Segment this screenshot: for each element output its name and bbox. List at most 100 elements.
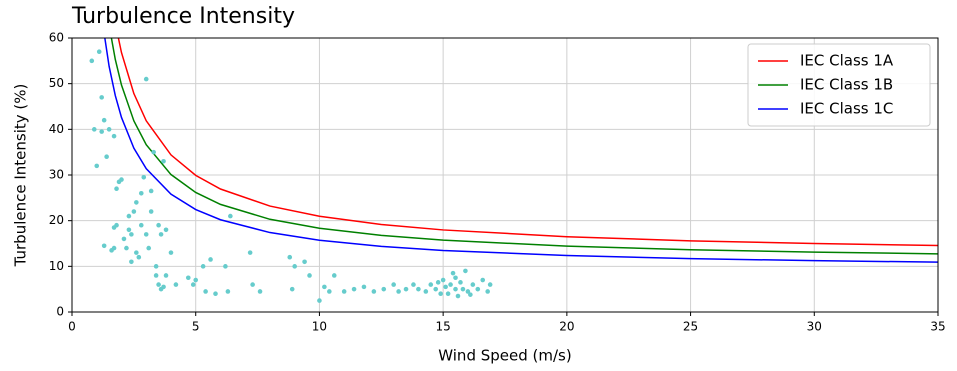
scatter-point bbox=[168, 250, 174, 255]
scatter-point bbox=[247, 250, 253, 255]
scatter-point bbox=[104, 154, 109, 160]
scatter-point bbox=[371, 289, 377, 294]
scatter-point bbox=[470, 282, 476, 287]
scatter-point bbox=[200, 264, 206, 269]
y-tick-label: 0 bbox=[56, 305, 64, 319]
scatter-point bbox=[203, 289, 208, 294]
scatter-point bbox=[403, 286, 409, 292]
scatter-point bbox=[163, 227, 169, 233]
scatter-point bbox=[351, 286, 357, 292]
scatter-point bbox=[146, 245, 152, 251]
scatter-point bbox=[89, 58, 95, 64]
scatter-point bbox=[480, 277, 486, 283]
scatter-point bbox=[468, 292, 473, 297]
scatter-point bbox=[148, 209, 154, 214]
scatter-point bbox=[143, 232, 149, 237]
scatter-point bbox=[487, 282, 493, 287]
plot-area bbox=[89, 38, 938, 303]
scatter-point bbox=[106, 127, 112, 132]
scatter-point bbox=[101, 117, 107, 123]
scatter-point bbox=[111, 245, 117, 251]
scatter-point bbox=[453, 286, 458, 292]
y-tick-label: 20 bbox=[49, 213, 64, 227]
scatter-point bbox=[138, 222, 144, 228]
y-tick-label: 40 bbox=[49, 122, 64, 136]
scatter-point bbox=[485, 289, 490, 294]
scatter-point bbox=[458, 280, 463, 285]
scatter-point bbox=[331, 273, 337, 278]
scatter-point bbox=[445, 291, 451, 297]
scatter-point bbox=[161, 159, 166, 164]
scatter-point bbox=[99, 129, 104, 134]
legend-box bbox=[747, 43, 931, 127]
scatter-point bbox=[302, 259, 307, 265]
scatter-point bbox=[185, 275, 191, 281]
scatter-point bbox=[153, 264, 159, 269]
scatter-point bbox=[438, 291, 443, 297]
x-axis-label: Wind Speed (m/s) bbox=[438, 347, 571, 365]
x-tick-label: 20 bbox=[559, 320, 574, 334]
x-tick-label: 30 bbox=[807, 320, 822, 334]
x-tick-label: 5 bbox=[192, 320, 200, 334]
scatter-point bbox=[223, 264, 228, 269]
scatter-point bbox=[225, 289, 231, 294]
legend-label: IEC Class 1A bbox=[800, 52, 894, 70]
scatter-point bbox=[460, 286, 466, 292]
y-tick-label: 30 bbox=[49, 168, 64, 182]
plot-frame bbox=[71, 37, 939, 313]
scatter-point bbox=[341, 289, 347, 294]
scatter-point bbox=[292, 264, 297, 269]
series-line bbox=[110, 38, 938, 255]
scatter-point bbox=[289, 286, 295, 292]
scatter-point bbox=[141, 174, 147, 180]
scatter-point bbox=[129, 259, 134, 265]
scatter-point bbox=[381, 286, 387, 292]
scatter-point bbox=[322, 284, 327, 290]
scatter-point bbox=[114, 222, 119, 228]
scatter-point bbox=[465, 289, 471, 294]
scatter-point bbox=[138, 190, 144, 196]
scatter-point bbox=[287, 254, 293, 260]
scatter-point bbox=[148, 188, 154, 194]
scatter-point bbox=[423, 289, 429, 294]
series-line bbox=[117, 38, 938, 247]
scatter-point bbox=[443, 284, 448, 290]
x-tick-label: 15 bbox=[436, 320, 451, 334]
scatter-point bbox=[111, 133, 117, 139]
x-tick-label: 10 bbox=[312, 320, 327, 334]
scatter-point bbox=[307, 273, 312, 278]
scatter-point bbox=[131, 209, 137, 214]
scatter-point bbox=[455, 293, 461, 299]
scatter-point bbox=[463, 268, 468, 274]
scatter-point bbox=[136, 254, 142, 260]
scatter-point bbox=[99, 95, 104, 100]
scatter-point bbox=[129, 232, 134, 237]
scatter-point bbox=[173, 282, 179, 287]
scatter-point bbox=[124, 245, 129, 251]
y-tick-label: 60 bbox=[49, 31, 64, 45]
scatter-point bbox=[440, 277, 446, 283]
scatter-point bbox=[119, 177, 124, 182]
scatter-point bbox=[163, 273, 169, 278]
scatter-point bbox=[208, 257, 213, 262]
scatter-point bbox=[153, 273, 159, 278]
scatter-point bbox=[126, 213, 132, 219]
scatter-point bbox=[151, 149, 156, 155]
scatter-point bbox=[475, 286, 481, 292]
scatter-point bbox=[158, 232, 164, 237]
x-tick-label: 0 bbox=[68, 320, 76, 334]
scatter-point bbox=[143, 76, 149, 82]
legend-label: IEC Class 1B bbox=[800, 76, 893, 94]
scatter-point bbox=[134, 250, 139, 255]
scatter-point bbox=[228, 213, 233, 219]
scatter-point bbox=[161, 284, 166, 290]
scatter-point bbox=[327, 289, 332, 294]
scatter-point bbox=[391, 282, 396, 287]
scatter-point bbox=[134, 200, 139, 205]
scatter-point bbox=[433, 286, 439, 292]
scatter-point bbox=[250, 282, 255, 287]
series-line bbox=[104, 38, 938, 263]
scatter-point bbox=[435, 280, 441, 285]
scatter-point bbox=[91, 127, 97, 132]
